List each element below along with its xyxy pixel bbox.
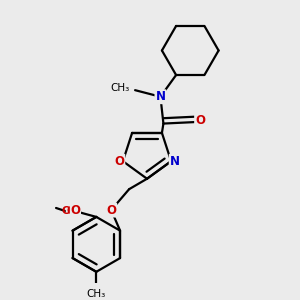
Text: CH₃: CH₃ bbox=[87, 289, 106, 299]
Text: N: N bbox=[170, 155, 180, 168]
Text: O: O bbox=[106, 204, 116, 217]
Text: N: N bbox=[155, 90, 165, 103]
Text: O: O bbox=[195, 114, 205, 128]
Text: O: O bbox=[66, 206, 76, 216]
Text: O: O bbox=[114, 155, 124, 168]
Text: O: O bbox=[61, 206, 71, 216]
Text: O: O bbox=[70, 204, 80, 217]
Text: CH₃: CH₃ bbox=[110, 83, 130, 93]
